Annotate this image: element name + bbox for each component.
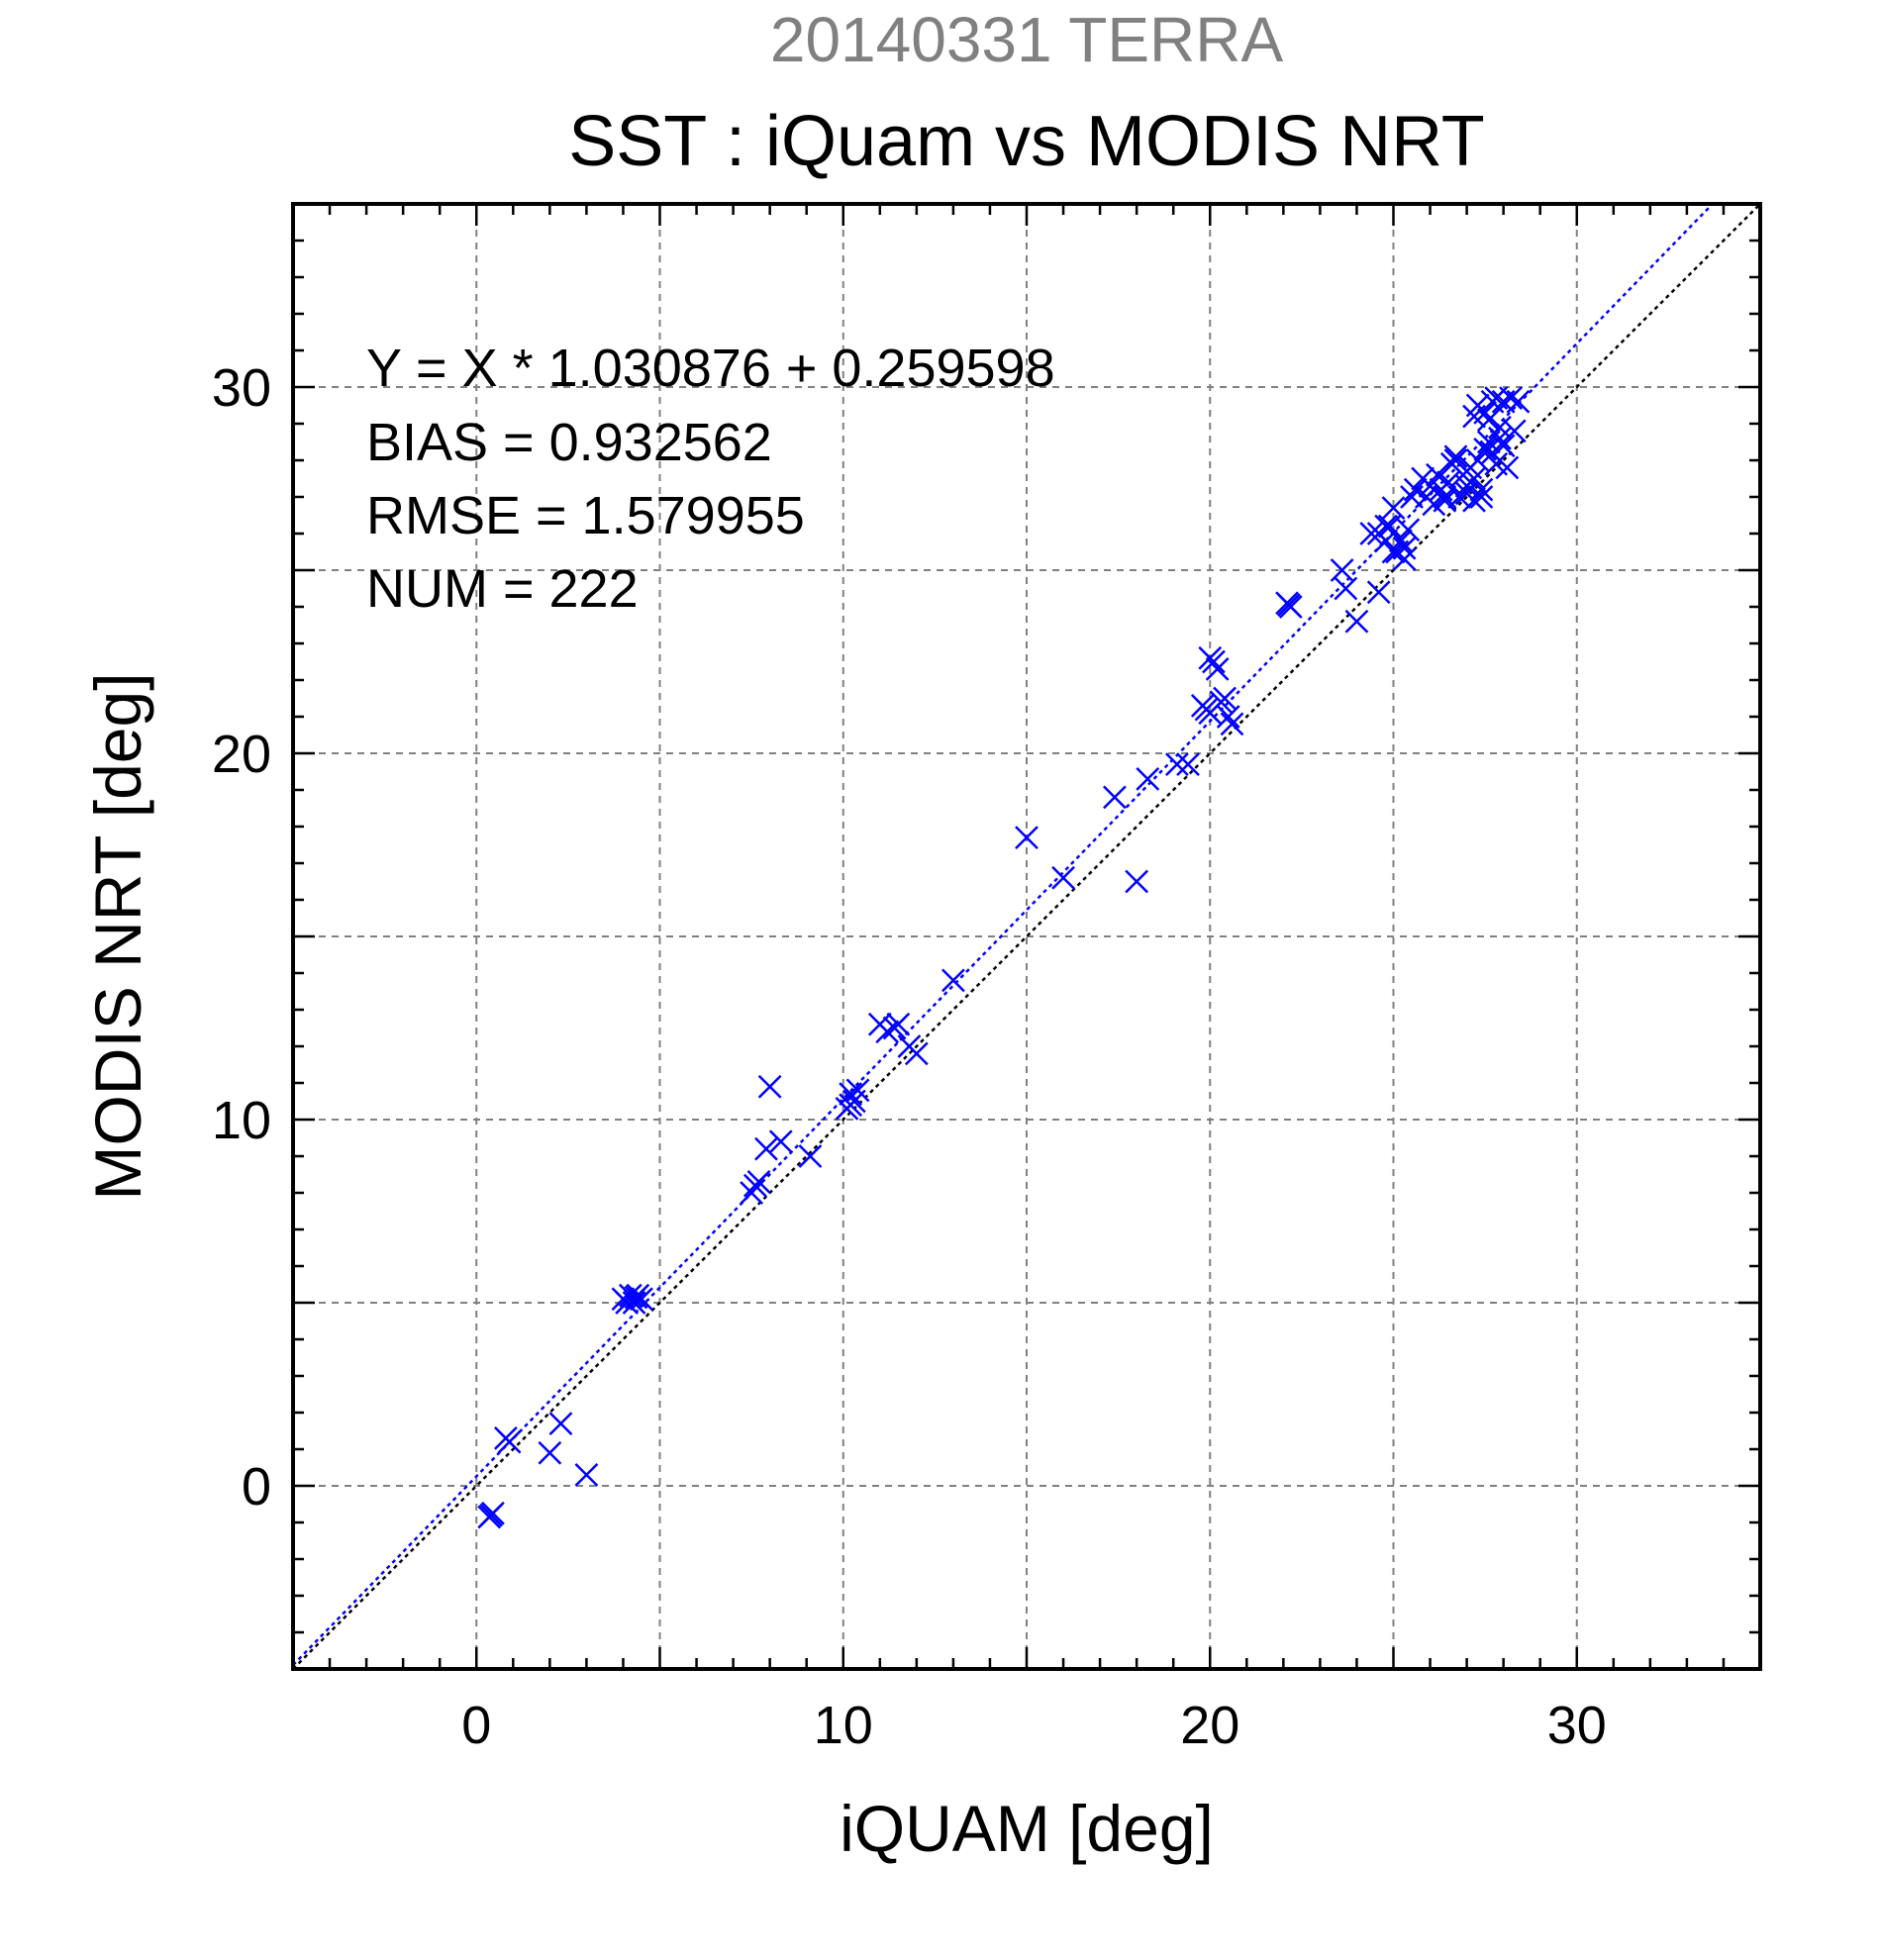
data-point <box>1403 477 1428 502</box>
data-point <box>1454 481 1479 506</box>
data-point <box>1220 712 1244 736</box>
data-point <box>1447 485 1472 509</box>
data-point <box>1495 455 1520 480</box>
data-point <box>497 1429 522 1454</box>
data-point <box>1491 434 1516 458</box>
y-tick-label: 20 <box>212 725 271 784</box>
stats-num: NUM = 222 <box>366 559 639 619</box>
y-tick-label: 10 <box>212 1091 271 1150</box>
stats-rmse: RMSE = 1.579955 <box>366 486 805 545</box>
data-point <box>1469 485 1494 509</box>
data-point <box>1488 415 1512 440</box>
data-point <box>754 1136 778 1161</box>
x-tick-label: 0 <box>461 1696 491 1755</box>
data-point <box>1426 462 1449 487</box>
data-point <box>1213 686 1237 711</box>
data-point <box>1381 539 1406 564</box>
data-point <box>574 1463 599 1487</box>
data-point <box>1216 705 1240 729</box>
data-point <box>757 1074 782 1099</box>
data-point <box>875 1020 900 1044</box>
data-point <box>798 1144 823 1168</box>
y-axis-label: MODIS NRT [deg] <box>81 672 154 1200</box>
data-point <box>1377 514 1402 539</box>
data-point <box>845 1078 870 1103</box>
data-point <box>768 1129 793 1154</box>
data-point <box>1465 448 1490 472</box>
data-point <box>1433 488 1457 513</box>
data-point <box>746 1170 771 1194</box>
data-point <box>839 1093 863 1118</box>
data-point <box>624 1285 648 1310</box>
grid-lines <box>293 204 1760 1669</box>
data-points <box>477 386 1531 1529</box>
data-point <box>1015 826 1039 849</box>
data-point <box>1436 470 1460 495</box>
data-point <box>1366 580 1391 605</box>
chart-title: SST : iQuam vs MODIS NRT <box>568 102 1485 181</box>
stats-regression: Y = X * 1.030876 + 0.259598 <box>366 339 1055 398</box>
data-point <box>1443 444 1468 469</box>
data-point <box>1125 869 1149 894</box>
reference-lines <box>292 203 1761 1670</box>
data-point <box>1190 694 1215 718</box>
data-point <box>904 1041 929 1066</box>
data-point <box>1277 593 1301 618</box>
data-point <box>1334 576 1358 601</box>
data-point <box>1103 785 1127 810</box>
data-point <box>1381 496 1406 520</box>
data-point <box>1502 419 1527 443</box>
data-point <box>1205 657 1230 681</box>
data-point <box>538 1440 562 1465</box>
x-tick-label: 30 <box>1547 1696 1607 1755</box>
data-point <box>1443 448 1468 472</box>
identity-line <box>292 203 1761 1670</box>
plot-frame <box>291 202 1762 1671</box>
x-axis-label: iQUAM [deg] <box>840 1792 1214 1865</box>
data-point <box>1476 408 1501 433</box>
data-point <box>1330 558 1354 582</box>
x-tick-label: 10 <box>814 1696 873 1755</box>
tick-labels: 0 10 20 30 0 10 20 30 <box>212 358 1607 1755</box>
supertitle: 20140331 TERRA <box>770 4 1284 75</box>
data-point <box>1392 547 1417 571</box>
data-point <box>740 1181 764 1205</box>
stats-bias: BIAS = 0.932562 <box>366 413 772 472</box>
data-point <box>1165 752 1189 776</box>
data-point <box>1136 767 1160 791</box>
data-point <box>1488 426 1512 450</box>
data-point <box>886 1012 911 1036</box>
data-point <box>1051 865 1075 890</box>
data-point <box>1469 477 1494 502</box>
data-point <box>1344 609 1369 634</box>
data-point <box>622 1291 646 1315</box>
data-point <box>1473 438 1498 461</box>
data-point <box>1462 466 1486 491</box>
regression-line <box>292 203 1714 1666</box>
data-point <box>548 1412 573 1435</box>
data-point <box>1374 514 1398 539</box>
y-tick-label: 0 <box>242 1457 271 1517</box>
data-point <box>1176 752 1200 776</box>
data-point <box>1506 389 1531 414</box>
data-point <box>1359 522 1384 545</box>
data-point <box>941 968 965 993</box>
data-point <box>1499 386 1523 410</box>
x-tick-label: 20 <box>1180 1696 1239 1755</box>
data-point <box>1396 518 1421 542</box>
data-point <box>481 1501 505 1525</box>
data-point <box>1202 649 1226 674</box>
data-point <box>839 1082 863 1106</box>
y-tick-label: 30 <box>212 358 271 418</box>
